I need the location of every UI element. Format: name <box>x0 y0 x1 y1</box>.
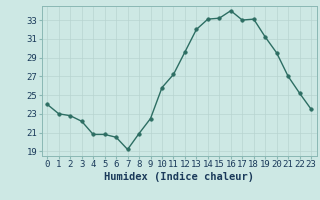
X-axis label: Humidex (Indice chaleur): Humidex (Indice chaleur) <box>104 172 254 182</box>
